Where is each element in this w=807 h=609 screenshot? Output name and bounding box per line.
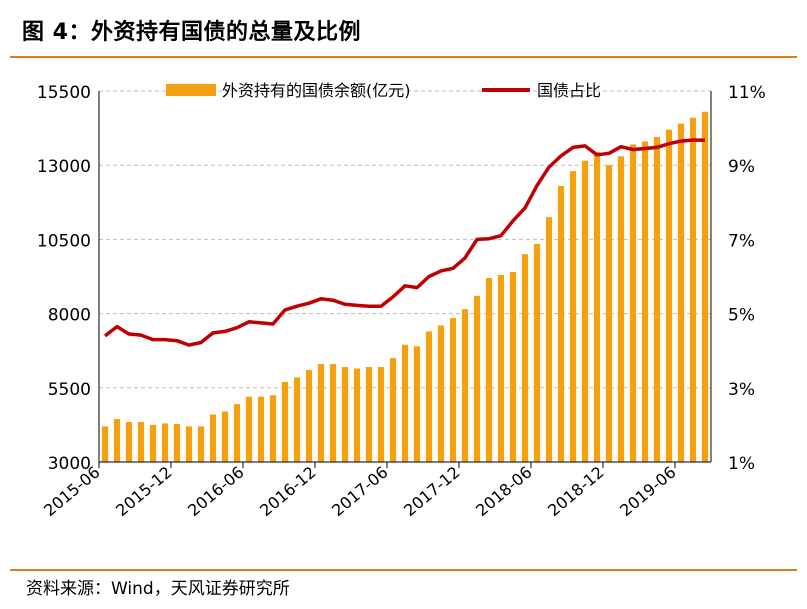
line-series xyxy=(103,138,706,347)
bar xyxy=(341,367,349,462)
right-axis-tick-label: 9% xyxy=(728,157,755,177)
bar-series xyxy=(101,111,709,463)
bar xyxy=(581,160,589,463)
left-axis-tick-label: 3000 xyxy=(48,454,91,474)
right-axis-tick-label: 7% xyxy=(728,231,755,251)
bar xyxy=(245,396,253,462)
x-axis-tick-label: 2016-12 xyxy=(256,463,319,521)
x-axis-tick-label: 2017-06 xyxy=(328,463,391,521)
bar xyxy=(389,358,397,462)
bar xyxy=(365,367,373,462)
bar xyxy=(701,111,709,462)
bar xyxy=(653,137,661,462)
bar xyxy=(641,141,649,462)
bar xyxy=(317,364,325,462)
bar xyxy=(149,424,157,462)
bar xyxy=(173,424,181,462)
source-note: 资料来源：Wind，天风证券研究所 xyxy=(26,579,290,599)
bar xyxy=(533,243,541,462)
bar xyxy=(413,346,421,462)
bar xyxy=(401,344,409,462)
footer-divider xyxy=(10,569,797,571)
bar xyxy=(113,418,121,462)
x-axis-tick-label: 2017-12 xyxy=(400,463,463,521)
bar xyxy=(221,411,229,462)
bar xyxy=(545,217,553,462)
bar xyxy=(593,151,601,462)
left-axis-tick-label: 10500 xyxy=(37,231,91,251)
title-divider xyxy=(10,56,797,58)
bar xyxy=(293,377,301,462)
left-axis-tick-label: 13000 xyxy=(37,157,91,177)
bar xyxy=(137,421,145,462)
bar xyxy=(449,318,457,462)
bar xyxy=(425,331,433,462)
bar xyxy=(257,396,265,462)
bar xyxy=(689,117,697,462)
bar xyxy=(209,414,217,462)
x-axis-tick-label: 2019-06 xyxy=(616,463,679,521)
right-axis-tick-label: 1% xyxy=(728,454,755,474)
bar xyxy=(281,381,289,462)
bar xyxy=(161,423,169,462)
bar xyxy=(617,156,625,462)
legend-bar-label: 外资持有的国债余额(亿元) xyxy=(222,81,411,100)
bar xyxy=(437,325,445,462)
legend-line-label: 国债占比 xyxy=(537,81,601,100)
bar xyxy=(269,395,277,462)
bar xyxy=(485,277,493,462)
bar xyxy=(461,309,469,462)
bar xyxy=(569,171,577,463)
bar xyxy=(629,144,637,462)
bar xyxy=(497,275,505,462)
page-title: 图 4：外资持有国债的总量及比例 xyxy=(22,20,361,45)
legend-bar-swatch xyxy=(166,84,216,96)
left-axis-tick-label: 8000 xyxy=(48,306,91,326)
x-axis-tick-label: 2018-12 xyxy=(544,463,607,521)
bar xyxy=(509,272,517,462)
x-axis-tick-label: 2015-12 xyxy=(112,463,175,521)
bar xyxy=(329,364,337,462)
x-axis-tick-label: 2016-06 xyxy=(184,463,247,521)
bar xyxy=(125,421,133,462)
x-axis-tick-label: 2018-06 xyxy=(472,463,535,521)
left-axis-tick-label: 15500 xyxy=(37,83,91,103)
bar xyxy=(677,123,685,462)
bar xyxy=(665,129,673,463)
bar xyxy=(233,404,241,462)
right-axis-tick-label: 5% xyxy=(728,306,755,326)
bar xyxy=(605,165,613,462)
bar xyxy=(557,185,565,462)
left-axis-tick-label: 5500 xyxy=(48,380,91,400)
bar xyxy=(353,368,361,462)
bar xyxy=(197,426,205,462)
bar xyxy=(377,367,385,462)
right-axis-tick-label: 11% xyxy=(728,83,766,103)
legend: 外资持有的国债余额(亿元) 国债占比 xyxy=(166,81,601,100)
bar xyxy=(521,254,529,462)
bar xyxy=(185,426,193,462)
bar xyxy=(473,295,481,462)
bar xyxy=(101,426,109,462)
bar xyxy=(305,369,313,462)
right-axis-tick-label: 3% xyxy=(728,380,755,400)
foreign-bond-holdings-chart: 3000 5500 8000 10500 13000 15500 1% 3% 5% 7% 9% 11%… xyxy=(37,81,766,521)
ratio-line xyxy=(103,138,706,347)
